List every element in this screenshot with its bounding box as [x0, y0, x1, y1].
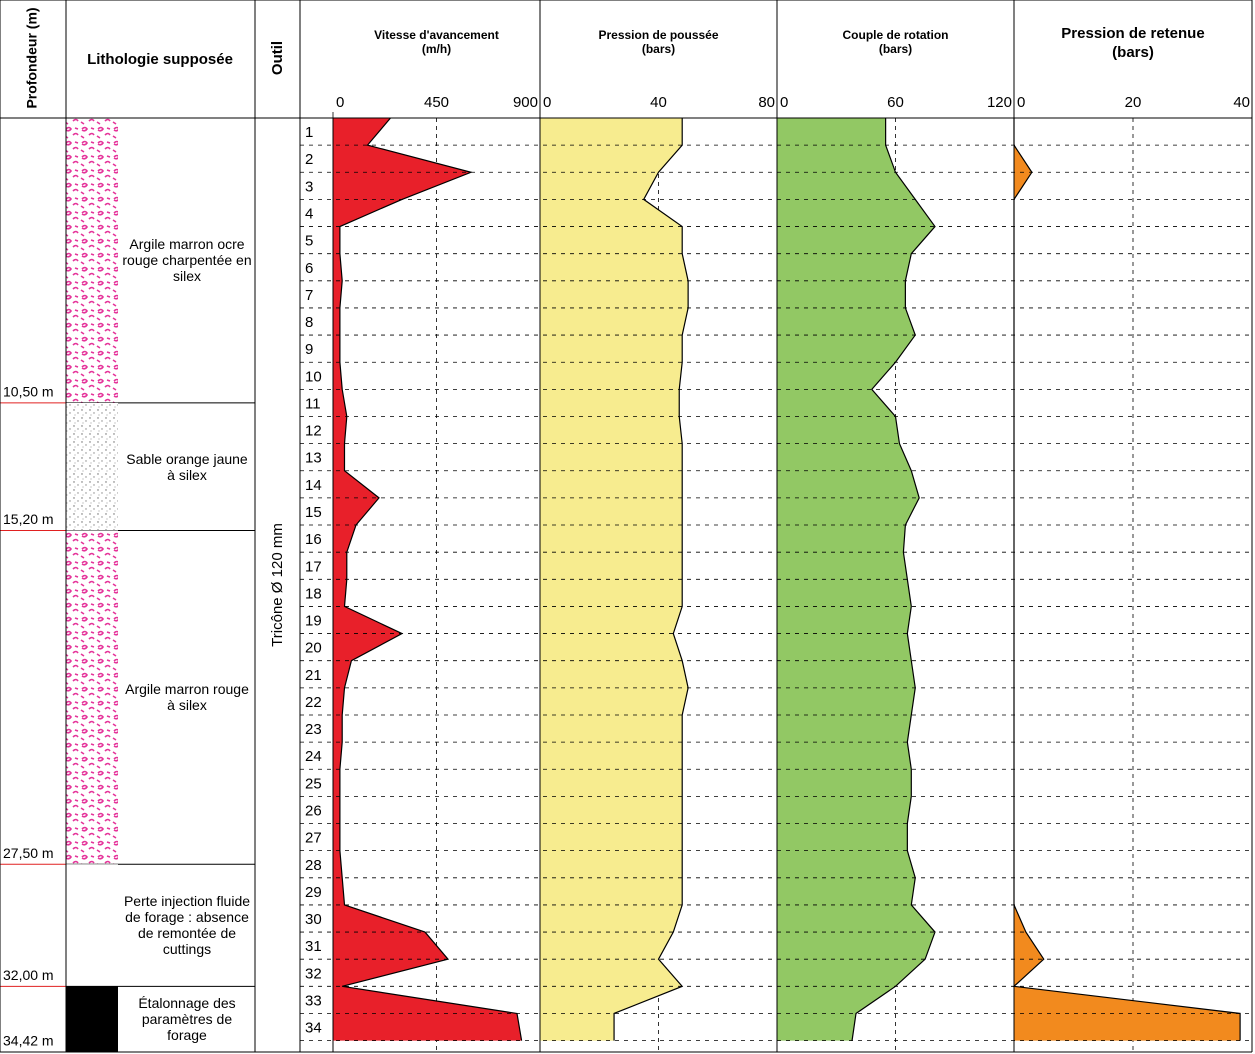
depth-tick-label: 23	[305, 721, 322, 738]
track-unit: (m/h)	[422, 42, 451, 56]
depth-label: 34,42 m	[3, 1033, 54, 1049]
depth-tick-label: 20	[305, 640, 322, 657]
lithology-text-box: Étalonnage des paramètres de forage	[138, 995, 236, 1044]
depth-tick-label: 6	[305, 260, 313, 277]
depth-tick-label: 8	[305, 314, 313, 331]
depth-tick-label: 10	[305, 368, 322, 385]
depth-tick-label: 24	[305, 748, 322, 765]
depth-tick-label: 22	[305, 694, 322, 711]
depth-tick-label: 15	[305, 504, 322, 521]
depth-tick-label: 3	[305, 178, 313, 195]
track-unit: (bars)	[1112, 44, 1154, 61]
track-title: Vitesse d'avancement	[374, 28, 499, 42]
track-unit: (bars)	[642, 42, 675, 56]
depth-tick-label: 16	[305, 531, 322, 548]
depth-label: 32,00 m	[3, 967, 54, 983]
depth-header: Profondeur (m)	[24, 7, 40, 108]
depth-label: 27,50 m	[3, 845, 54, 861]
x-tick-label: 60	[887, 94, 904, 111]
lithology-description: Sable orange jaune à silex	[126, 450, 248, 483]
depth-tick-label: 33	[305, 992, 322, 1009]
lithology-pattern	[66, 530, 118, 865]
depth-tick-label: 12	[305, 423, 322, 440]
depth-tick-label: 26	[305, 802, 322, 819]
depth-tick-label: 27	[305, 830, 322, 847]
x-tick-label: 40	[1233, 94, 1250, 111]
lithology-pattern	[66, 402, 118, 531]
depth-tick-label: 25	[305, 775, 322, 792]
lithology-description: Perte injection fluide de forage : absen…	[123, 893, 251, 958]
lithology-header: Lithologie supposée	[87, 51, 233, 68]
depth-tick-label: 34	[305, 1020, 322, 1037]
depth-tick-label: 2	[305, 151, 313, 168]
depth-tick-label: 31	[305, 938, 322, 955]
x-tick-label: 450	[424, 94, 449, 111]
x-tick-label: 900	[513, 94, 538, 111]
track-line	[613, 118, 689, 1041]
tool-label: Tricône Ø 120 mm	[269, 523, 286, 647]
lithology-description: Argile marron rouge à silex	[125, 681, 249, 714]
x-tick-label: 0	[780, 94, 788, 111]
depth-label: 15,20 m	[3, 511, 54, 527]
lithology-pattern	[66, 864, 118, 987]
depth-tick-label: 9	[305, 341, 313, 358]
depth-tick-label: 18	[305, 585, 322, 602]
track-area	[540, 118, 689, 1041]
tool-header: Outil	[269, 41, 286, 75]
depth-tick-label: 13	[305, 450, 322, 467]
x-tick-label: 0	[1017, 94, 1025, 111]
x-tick-label: 40	[650, 94, 667, 111]
depth-tick-label: 1	[305, 124, 313, 141]
depth-tick-label: 19	[305, 613, 322, 630]
depth-tick-label: 21	[305, 667, 322, 684]
lithology-text-box: Argile marron rouge à silex	[125, 681, 249, 714]
x-tick-label: 0	[336, 94, 344, 111]
track-line	[339, 117, 523, 1041]
track-unit: (bars)	[879, 42, 912, 56]
lithology-text-box: Perte injection fluide de forage : absen…	[123, 893, 251, 958]
depth-tick-label: 11	[305, 395, 321, 412]
track-line	[851, 118, 936, 1041]
depth-label: 10,50 m	[3, 384, 54, 400]
depth-tick-label: 17	[305, 558, 322, 575]
lithology-pattern	[66, 986, 118, 1052]
x-tick-label: 0	[543, 94, 551, 111]
x-tick-label: 120	[987, 94, 1012, 111]
x-tick-label: 20	[1125, 94, 1142, 111]
depth-tick-label: 4	[305, 206, 313, 223]
track-title: Pression de poussée	[598, 28, 718, 42]
depth-tick-label: 32	[305, 965, 322, 982]
track-title: Pression de retenue	[1061, 25, 1204, 42]
x-tick-label: 80	[758, 94, 775, 111]
lithology-description: Argile marron ocre rouge charpentée en s…	[122, 236, 252, 285]
lithology-text-box: Argile marron ocre rouge charpentée en s…	[122, 236, 252, 285]
depth-tick-label: 28	[305, 857, 322, 874]
track-area	[777, 118, 935, 1041]
depth-tick-label: 14	[305, 477, 322, 494]
track-title: Couple de rotation	[843, 28, 949, 42]
depth-tick-label: 7	[305, 287, 313, 304]
lithology-pattern	[66, 118, 118, 403]
lithology-description: Étalonnage des paramètres de forage	[138, 995, 236, 1044]
depth-tick-label: 29	[305, 884, 322, 901]
depth-tick-label: 30	[305, 911, 322, 928]
track-area	[333, 118, 522, 1041]
lithology-text-box: Sable orange jaune à silex	[126, 450, 248, 483]
depth-tick-label: 5	[305, 233, 313, 250]
